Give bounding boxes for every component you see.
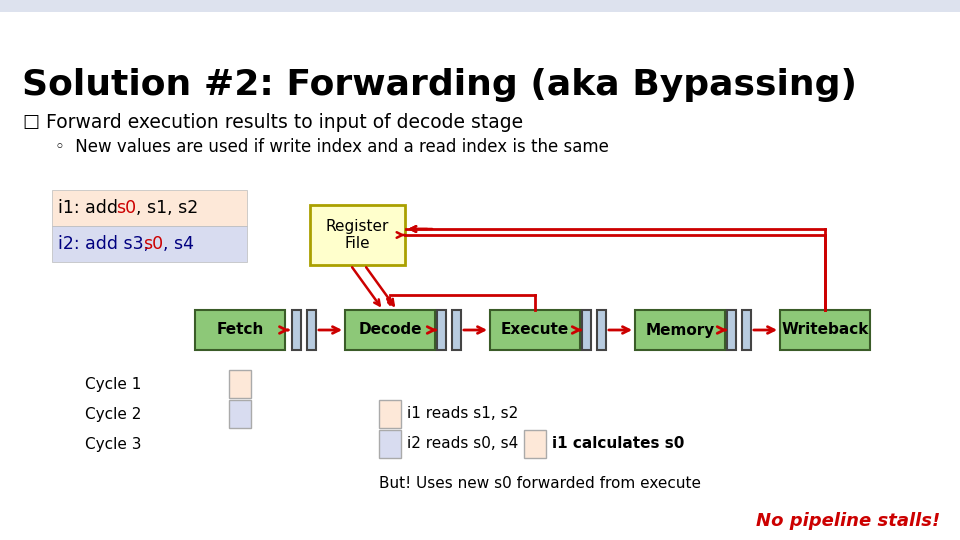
Text: Memory: Memory [645, 322, 714, 338]
FancyBboxPatch shape [490, 310, 580, 350]
FancyBboxPatch shape [524, 430, 546, 458]
Text: Solution #2: Forwarding (aka Bypassing): Solution #2: Forwarding (aka Bypassing) [22, 68, 857, 102]
Text: i1: add: i1: add [58, 199, 124, 217]
Text: File: File [345, 235, 371, 251]
Text: Fetch: Fetch [216, 322, 264, 338]
Text: Cycle 2: Cycle 2 [85, 407, 141, 422]
Text: s0: s0 [143, 235, 163, 253]
FancyBboxPatch shape [292, 310, 301, 350]
FancyBboxPatch shape [452, 310, 461, 350]
Text: Register: Register [325, 219, 389, 234]
Text: No pipeline stalls!: No pipeline stalls! [756, 512, 940, 530]
Text: i2 reads s0, s4: i2 reads s0, s4 [407, 436, 518, 451]
Text: □: □ [22, 113, 39, 131]
FancyBboxPatch shape [379, 430, 401, 458]
Text: , s4: , s4 [163, 235, 194, 253]
Text: , s1, s2: , s1, s2 [136, 199, 199, 217]
FancyBboxPatch shape [195, 310, 285, 350]
Text: Execute: Execute [501, 322, 569, 338]
FancyBboxPatch shape [742, 310, 751, 350]
Text: i1 reads s1, s2: i1 reads s1, s2 [407, 407, 518, 422]
Text: Writeback: Writeback [781, 322, 869, 338]
FancyBboxPatch shape [229, 370, 251, 398]
Text: Decode: Decode [358, 322, 421, 338]
Text: Cycle 3: Cycle 3 [85, 436, 141, 451]
Text: Cycle 1: Cycle 1 [85, 376, 141, 392]
Text: i2: add s3,: i2: add s3, [58, 235, 155, 253]
Text: i1 calculates s0: i1 calculates s0 [552, 436, 684, 451]
FancyBboxPatch shape [52, 226, 247, 262]
FancyBboxPatch shape [345, 310, 435, 350]
FancyBboxPatch shape [307, 310, 316, 350]
FancyBboxPatch shape [52, 190, 247, 226]
Text: Forward execution results to input of decode stage: Forward execution results to input of de… [46, 113, 523, 132]
FancyBboxPatch shape [0, 0, 960, 12]
FancyBboxPatch shape [727, 310, 736, 350]
FancyBboxPatch shape [780, 310, 870, 350]
FancyBboxPatch shape [437, 310, 446, 350]
FancyBboxPatch shape [229, 400, 251, 428]
Text: But! Uses new s0 forwarded from execute: But! Uses new s0 forwarded from execute [379, 476, 701, 491]
FancyBboxPatch shape [582, 310, 591, 350]
Text: ◦  New values are used if write index and a read index is the same: ◦ New values are used if write index and… [55, 138, 609, 156]
FancyBboxPatch shape [597, 310, 606, 350]
FancyBboxPatch shape [379, 400, 401, 428]
Text: s0: s0 [116, 199, 136, 217]
FancyBboxPatch shape [310, 205, 405, 265]
FancyBboxPatch shape [635, 310, 725, 350]
